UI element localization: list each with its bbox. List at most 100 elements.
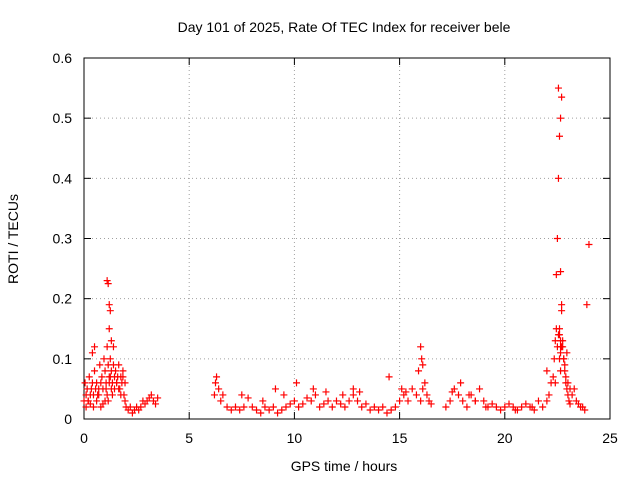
data-point [105,325,113,333]
data-point [354,397,362,405]
data-point [553,235,561,242]
data-point [324,397,332,405]
data-point [115,385,123,393]
data-point [316,403,324,411]
data-point [290,397,298,405]
data-point [482,403,490,411]
x-tick-label: 0 [80,430,88,446]
data-point [455,391,463,399]
data-point [558,93,566,101]
data-point [103,277,111,285]
data-point [286,400,294,408]
data-point [561,361,569,369]
data-point [215,385,223,393]
data-point [248,403,256,411]
data-point [423,391,431,399]
data-point [154,394,162,402]
data-point [219,391,227,399]
data-point [332,397,340,405]
data-point [554,84,562,92]
data-point [295,403,303,411]
data-point [147,391,155,399]
data-point [419,385,427,393]
data-point [85,373,93,381]
data-point [465,391,473,399]
data-point [551,379,559,387]
data-point [119,373,127,381]
data-point [564,391,572,399]
y-tick-label: 0 [64,411,72,427]
data-point [126,403,134,411]
data-point [404,397,412,405]
y-tick-label: 0.4 [53,170,73,186]
data-point [309,385,317,393]
data-point [278,406,286,414]
data-point [96,361,104,369]
data-point [563,385,571,393]
data-point [522,400,530,408]
data-point [557,349,565,357]
data-point [82,403,90,411]
data-point [375,406,383,414]
data-point [307,397,315,405]
data-point [274,409,282,417]
data-point [95,391,103,399]
data-point [106,373,114,381]
data-point [91,367,99,375]
data-point [492,403,500,411]
data-point [337,400,345,408]
data-point [257,409,265,417]
data-point [113,379,121,387]
data-point [497,406,505,414]
data-point [402,388,410,396]
data-point [583,301,591,309]
data-point [282,403,290,411]
data-point [557,268,565,276]
data-point [339,391,347,399]
data-point [562,373,570,381]
data-point [227,406,235,414]
data-point [231,403,239,411]
data-point [476,385,484,393]
data-point [217,397,225,405]
data-point [104,280,112,288]
data-point [88,349,96,357]
data-point [212,379,219,387]
data-point [322,388,330,396]
data-point [539,403,547,411]
x-tick-label: 15 [392,430,408,446]
data-point [543,397,551,405]
data-point [556,331,564,339]
data-point [105,379,113,387]
data-point [366,406,374,414]
data-point [511,406,519,414]
x-tick-label: 10 [287,430,303,446]
data-point [552,271,560,279]
data-point [107,337,115,345]
data-point [471,397,479,405]
data-point [119,367,127,375]
y-axis-label: ROTI / TECUs [5,194,21,284]
data-point [271,385,279,393]
data-point [560,355,568,363]
y-tick-label: 0.5 [53,110,73,126]
data-point [379,403,387,411]
data-point [223,403,231,411]
data-point [261,403,269,411]
data-point [387,406,395,414]
data-point [238,391,246,399]
data-point [565,397,573,405]
data-point [417,343,425,351]
data-point [121,397,129,405]
data-point [265,406,273,414]
data-point [259,397,267,405]
data-point [415,367,423,375]
data-point [543,367,551,375]
data-point [280,391,288,399]
data-point [109,343,117,351]
data-point [421,379,429,387]
data-point [253,406,261,414]
chart-title: Day 101 of 2025, Rate Of TEC Index for r… [178,19,511,35]
data-point [549,373,557,381]
y-tick-label: 0.2 [53,291,73,307]
